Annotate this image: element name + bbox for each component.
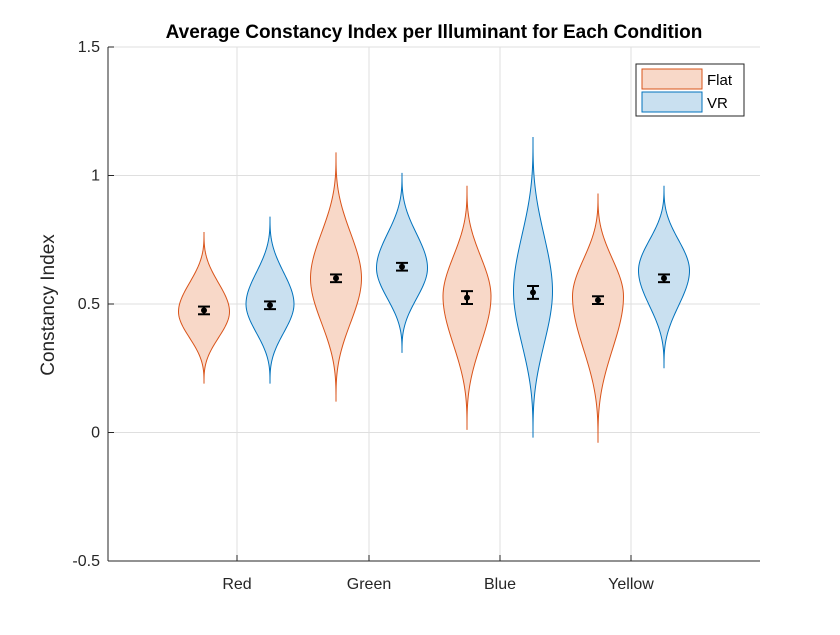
- violin-flat-blue: [442, 185, 492, 430]
- legend-swatch-flat: [641, 68, 703, 90]
- violin-layer: [177, 136, 691, 443]
- mean-point-flat-green: [333, 275, 339, 282]
- violin-vr-red: [245, 216, 295, 384]
- mean-point-flat-blue: [464, 294, 470, 301]
- y-tick-label: -0.5: [72, 553, 100, 570]
- x-tick-label: Yellow: [608, 576, 654, 593]
- legend-label-vr: VR: [707, 95, 728, 112]
- chart-title: Average Constancy Index per Illuminant f…: [166, 22, 703, 43]
- mean-point-vr-green: [399, 263, 405, 270]
- mean-point-vr-red: [267, 302, 273, 309]
- x-tick-label: Red: [222, 576, 251, 593]
- legend: Flat VR: [635, 63, 745, 117]
- y-axis-label: Constancy Index: [38, 234, 59, 376]
- mean-point-flat-yellow: [595, 297, 601, 304]
- x-tick-label: Green: [347, 576, 391, 593]
- y-tick-label: 0.5: [78, 296, 100, 313]
- legend-label-flat: Flat: [707, 72, 733, 89]
- y-tick-label: 0: [91, 425, 100, 442]
- violin-flat-yellow: [571, 193, 625, 443]
- mean-point-vr-blue: [530, 289, 536, 296]
- legend-swatch-vr: [641, 91, 703, 113]
- y-tick-label: 1.5: [78, 39, 100, 56]
- x-tick-label: Blue: [484, 576, 516, 593]
- y-tick-label: 1: [91, 168, 100, 185]
- mean-point-vr-yellow: [661, 275, 667, 282]
- mean-point-flat-red: [201, 307, 207, 314]
- axes-layer: -0.5 0 0.5 1 1.5 Red Green Blue Yellow: [72, 39, 760, 593]
